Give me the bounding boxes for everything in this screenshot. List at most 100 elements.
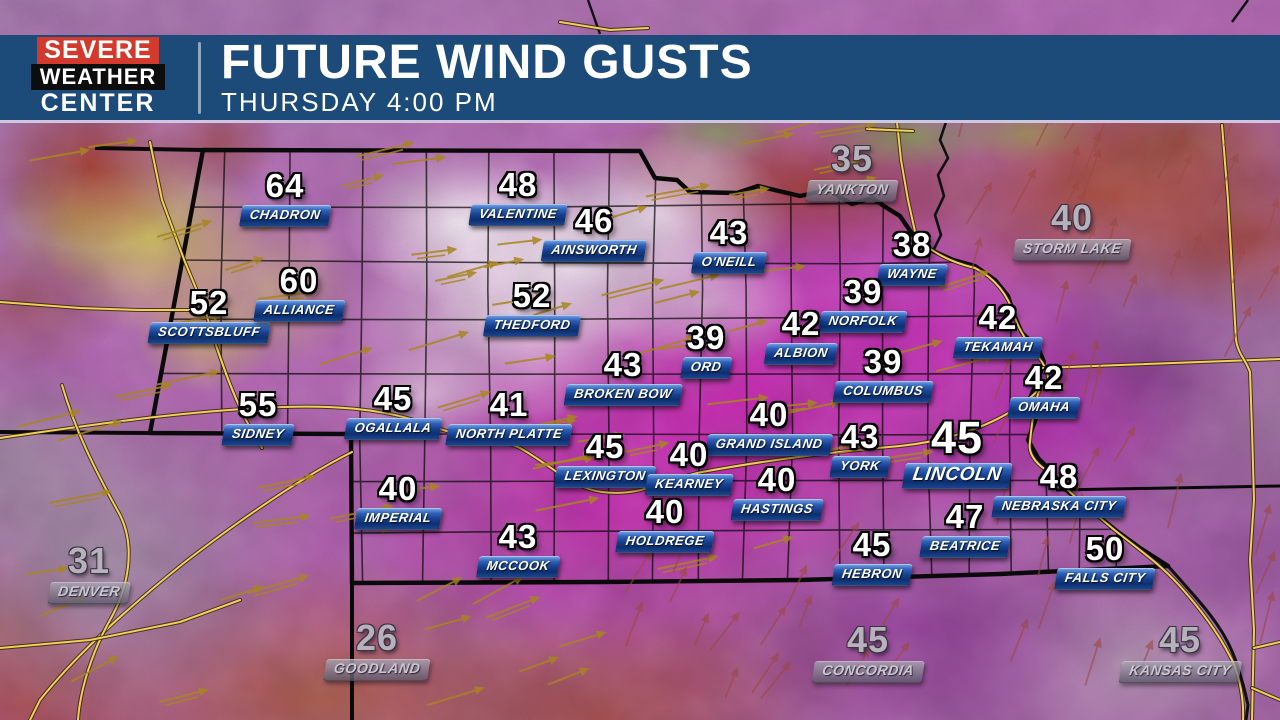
wind-arrow	[434, 269, 478, 286]
wind-arrow	[728, 185, 771, 200]
wind-arrow	[408, 330, 470, 352]
wind-arrow	[971, 236, 983, 269]
wind-arrow	[1255, 550, 1276, 594]
county-line	[881, 150, 885, 583]
wind-arrow	[739, 131, 794, 146]
page-title: FUTURE WIND GUSTS	[221, 35, 753, 89]
wind-arrow	[1177, 153, 1192, 185]
wind-arrow	[657, 553, 719, 574]
wind-arrow	[257, 473, 316, 492]
wind-arrow	[1169, 247, 1182, 277]
wind-arrow	[485, 596, 541, 622]
wind-arrow	[658, 339, 710, 351]
wind-arrow	[798, 594, 813, 628]
wind-arrow	[785, 564, 808, 607]
wind-arrow	[577, 431, 625, 443]
wind-arrow	[57, 419, 123, 442]
kc-branch-2	[1251, 687, 1280, 701]
county-line	[553, 150, 556, 583]
wind-arrow	[1223, 306, 1252, 358]
wind-arrow	[709, 611, 741, 651]
wind-arrow	[492, 293, 547, 306]
header-banner: SEVERE WEATHER CENTER FUTURE WIND GUSTS …	[0, 35, 1280, 123]
interstate-29	[1221, 124, 1255, 720]
wind-arrow	[693, 612, 709, 646]
wind-arrow	[29, 147, 91, 162]
wind-arrow	[1157, 126, 1187, 179]
county-line	[651, 150, 658, 583]
wind-arrow	[472, 576, 524, 606]
county-line	[837, 150, 842, 583]
wind-arrow	[392, 153, 447, 165]
wind-arrow	[760, 661, 791, 699]
wind-arrow	[1083, 339, 1100, 396]
brand-severe: SEVERE	[37, 37, 159, 65]
wind-arrow	[49, 488, 112, 508]
wind-arrow	[965, 181, 993, 225]
wind-arrow	[1056, 180, 1080, 221]
wind-arrow	[623, 440, 670, 457]
wind-arrow	[1011, 168, 1036, 214]
wind-arrow	[1231, 243, 1246, 284]
wind-arrow	[18, 408, 81, 428]
wind-arrow	[504, 353, 556, 365]
river-road-south	[1028, 385, 1245, 720]
wind-arrow	[535, 495, 600, 512]
wind-arrow	[88, 137, 138, 149]
wind-arrow	[1259, 590, 1276, 644]
banner-titles: FUTURE WIND GUSTS THURSDAY 4:00 PM	[221, 35, 753, 117]
wind-arrow	[559, 630, 607, 648]
highway-385	[149, 141, 206, 311]
wind-arrow	[654, 289, 700, 304]
wind-arrow	[547, 667, 590, 686]
wind-arrow	[1074, 190, 1086, 219]
wind-arrow	[534, 454, 596, 467]
wind-arrow	[581, 204, 648, 228]
wind-arrow	[1084, 130, 1101, 170]
wind-arrow	[416, 577, 463, 602]
wind-arrow	[601, 277, 665, 300]
brand-weather: WEATHER	[30, 64, 166, 91]
iowa-road-east-west	[1042, 358, 1280, 369]
valid-time: THURSDAY 4:00 PM	[221, 86, 498, 117]
wind-arrow	[1166, 472, 1184, 529]
wind-arrow	[224, 256, 265, 274]
missouri-river-north	[931, 121, 950, 252]
wind-arrow	[1089, 363, 1103, 408]
wind-arrow	[355, 140, 415, 161]
wind-arrow	[1009, 618, 1029, 663]
wind-arrow	[1113, 426, 1136, 463]
wind-arrow	[252, 512, 311, 528]
interstate-76	[29, 451, 353, 720]
wind-arrow	[759, 605, 787, 646]
iowa-missouri-border	[1055, 484, 1280, 492]
wind-arrow	[1213, 152, 1239, 206]
wind-arrow	[158, 687, 210, 706]
wind-arrow	[624, 601, 644, 647]
wind-arrow	[894, 339, 943, 356]
highway-26	[0, 301, 206, 311]
wind-arrow	[637, 335, 697, 355]
wind-arrow	[751, 652, 780, 694]
wind-arrow	[831, 521, 860, 562]
wind-arrow	[340, 173, 384, 191]
wind-arrow	[1082, 147, 1102, 195]
wind-arrow	[24, 564, 69, 576]
wind-arrow	[724, 666, 739, 699]
wind-arrow	[1122, 273, 1138, 308]
banner-divider	[198, 41, 201, 114]
wind-arrow	[1258, 264, 1280, 300]
wind-arrow	[729, 318, 768, 333]
severe-weather-center-logo: SEVERE WEATHER CENTER	[0, 37, 182, 118]
wind-arrow	[1188, 231, 1202, 263]
wind-arrow	[376, 482, 441, 494]
top-right-junction	[866, 128, 914, 132]
kc-branch-1	[1253, 641, 1280, 649]
wind-arrow	[437, 390, 491, 412]
wind-arrow	[220, 585, 264, 601]
wind-arrow	[1055, 279, 1070, 323]
colorado-road-east-west	[0, 599, 241, 649]
brand-center: CENTER	[40, 89, 156, 118]
wind-arrow	[668, 566, 688, 603]
